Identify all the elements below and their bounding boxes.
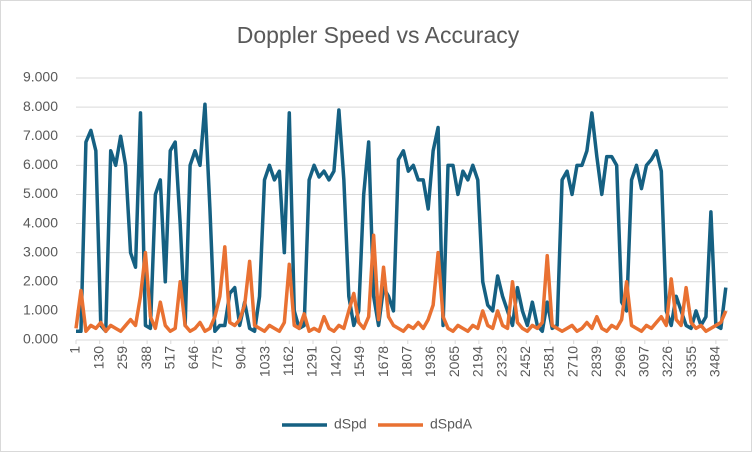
y-tick-label: 5.000	[23, 185, 58, 201]
x-tick-label: 2065	[446, 346, 462, 377]
x-tick-label: 259	[114, 346, 130, 370]
legend-label: dSpd	[334, 416, 367, 432]
x-tick-label: 3226	[659, 346, 675, 377]
x-tick-label: 646	[185, 346, 201, 370]
x-tick-label: 1033	[256, 346, 272, 377]
x-tick-label: 3355	[683, 346, 699, 377]
y-tick-label: 6.000	[23, 156, 58, 172]
x-tick-label: 2968	[612, 346, 628, 377]
x-tick-label: 1	[67, 346, 83, 354]
y-tick-label: 1.000	[23, 302, 58, 318]
x-tick-label: 130	[90, 346, 106, 370]
y-tick-label: 4.000	[23, 214, 58, 230]
series-line	[74, 233, 728, 334]
chart-title: Doppler Speed vs Accuracy	[237, 22, 520, 48]
x-tick-label: 1162	[280, 346, 296, 376]
x-tick-label: 904	[233, 346, 249, 370]
legend-label: dSpdA	[430, 416, 473, 432]
x-tick-label: 1291	[304, 346, 320, 377]
y-tick-label: 0.000	[23, 331, 58, 347]
x-tick-label: 2839	[588, 346, 604, 377]
x-tick-label: 1936	[422, 346, 438, 377]
x-tick-label: 1807	[398, 346, 414, 377]
y-tick-label: 8.000	[23, 98, 58, 114]
y-tick-label: 3.000	[23, 243, 58, 259]
x-tick-label: 2323	[493, 346, 509, 377]
x-tick-label: 1678	[375, 346, 391, 377]
x-tick-label: 388	[138, 346, 154, 370]
y-tick-label: 2.000	[23, 272, 58, 288]
y-tick-label: 9.000	[23, 69, 58, 85]
x-tick-label: 2452	[517, 346, 533, 377]
x-tick-label: 3484	[707, 346, 723, 377]
x-tick-label: 2194	[470, 346, 486, 377]
x-tick-label: 1549	[351, 346, 367, 377]
y-tick-label: 7.000	[23, 127, 58, 143]
x-tick-label: 517	[161, 346, 177, 370]
x-tick-label: 3097	[635, 346, 651, 377]
x-tick-label: 1420	[327, 346, 343, 377]
x-tick-label: 775	[209, 346, 225, 370]
x-tick-label: 2710	[564, 346, 580, 377]
x-tick-label: 2581	[541, 346, 557, 377]
